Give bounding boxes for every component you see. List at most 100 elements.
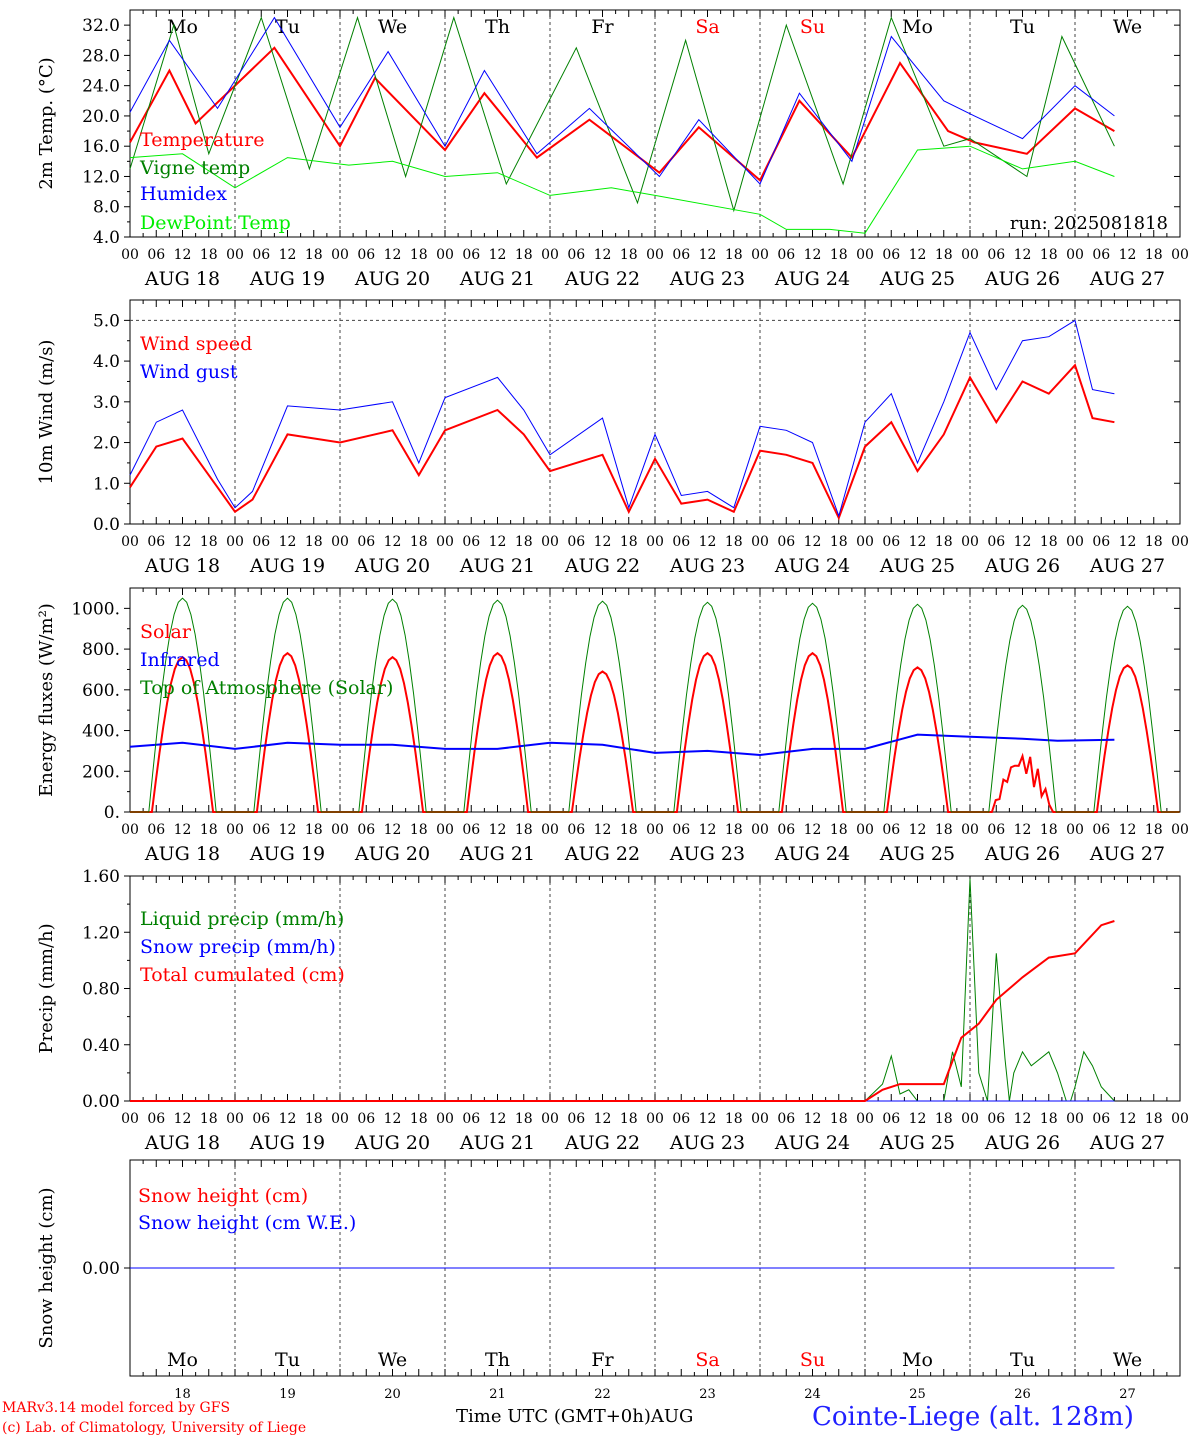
hour-tick-label: 18 — [515, 534, 533, 550]
hour-tick-label: 00 — [121, 1111, 139, 1127]
date-label: AUG 23 — [669, 555, 745, 577]
hour-tick-label: 06 — [462, 1111, 480, 1127]
date-label: AUG 22 — [564, 555, 640, 577]
hour-tick-label: 00 — [121, 247, 139, 263]
legend-entry: Solar — [140, 621, 192, 643]
date-label: AUG 21 — [459, 1132, 535, 1154]
day-name-label: Mo — [167, 16, 198, 38]
day-name-label: Mo — [902, 16, 933, 38]
hour-tick-label: 12 — [384, 247, 402, 263]
day-name-label: We — [1113, 1349, 1142, 1371]
day-name-label: Th — [485, 16, 510, 38]
hour-tick-label: 12 — [489, 822, 507, 838]
series-line-temp-2 — [129, 16, 1115, 185]
hour-tick-label: 18 — [620, 247, 638, 263]
date-label: AUG 26 — [984, 555, 1060, 577]
hour-tick-label: 12 — [489, 247, 507, 263]
series-line-temp-0 — [129, 46, 1115, 182]
hour-tick-label: 12 — [1014, 1111, 1032, 1127]
legend-entry: Humidex — [140, 183, 227, 205]
hour-tick-label: 06 — [672, 247, 690, 263]
date-label: AUG 20 — [354, 1132, 430, 1154]
hour-tick-label: 12 — [174, 822, 192, 838]
hour-tick-label: 06 — [882, 534, 900, 550]
hour-tick-label: 00 — [856, 822, 874, 838]
hour-tick-label: 18 — [935, 247, 953, 263]
day-number-label: 25 — [909, 1387, 926, 1402]
day-number-label: 22 — [594, 1387, 611, 1402]
day-name-label: Mo — [902, 1349, 933, 1371]
hour-tick-label: 06 — [882, 247, 900, 263]
hour-tick-label: 00 — [961, 1111, 979, 1127]
hour-tick-label: 06 — [252, 822, 270, 838]
hour-tick-label: 18 — [1145, 247, 1163, 263]
hour-tick-label: 06 — [567, 534, 585, 550]
y-axis-label-energy: Energy fluxes (W/m²) — [36, 603, 57, 797]
hour-tick-label: 12 — [1119, 822, 1137, 838]
hour-tick-label: 06 — [1092, 822, 1110, 838]
hour-tick-label: 18 — [1040, 1111, 1058, 1127]
hour-tick-label: 18 — [305, 822, 323, 838]
hour-tick-label: 18 — [410, 247, 428, 263]
y-tick-label: 0. — [104, 803, 120, 823]
date-label: AUG 23 — [669, 843, 745, 865]
hour-tick-label: 12 — [279, 1111, 297, 1127]
hour-tick-label: 00 — [541, 822, 559, 838]
hour-tick-label: 12 — [909, 247, 927, 263]
hour-tick-label: 18 — [620, 534, 638, 550]
y-tick-label: 0.40 — [82, 1036, 120, 1056]
date-label: AUG 23 — [669, 1132, 745, 1154]
hour-tick-label: 12 — [699, 1111, 717, 1127]
legend-entry: Total cumulated (cm) — [140, 964, 345, 986]
date-label: AUG 24 — [774, 268, 850, 290]
y-tick-label: 600. — [82, 681, 120, 701]
hour-tick-label: 12 — [384, 822, 402, 838]
hour-tick-label: 12 — [1014, 534, 1032, 550]
date-label: AUG 25 — [879, 1132, 955, 1154]
day-name-label: Tu — [1010, 16, 1035, 38]
hour-tick-label: 06 — [777, 1111, 795, 1127]
y-tick-label: 0.00 — [82, 1259, 120, 1279]
hour-tick-label: 06 — [567, 822, 585, 838]
hour-tick-label: 12 — [279, 534, 297, 550]
hour-tick-label: 18 — [725, 1111, 743, 1127]
hour-tick-label: 12 — [804, 247, 822, 263]
y-tick-label: 1.60 — [82, 867, 120, 887]
hour-tick-label: 06 — [987, 247, 1005, 263]
y-tick-label: 2.0 — [93, 434, 120, 454]
date-label: AUG 20 — [354, 268, 430, 290]
hour-tick-label: 12 — [1119, 247, 1137, 263]
legend-entry: Temperature — [140, 129, 264, 151]
hour-tick-label: 18 — [620, 1111, 638, 1127]
date-label: AUG 24 — [774, 1132, 850, 1154]
day-number-label: 23 — [699, 1387, 716, 1402]
day-name-label: Tu — [1010, 1349, 1035, 1371]
hour-tick-label: 18 — [200, 822, 218, 838]
hour-tick-label: 06 — [882, 822, 900, 838]
y-tick-label: 16.0 — [82, 137, 120, 157]
hour-tick-label: 06 — [252, 1111, 270, 1127]
hour-tick-label: 00 — [751, 1111, 769, 1127]
date-label: AUG 20 — [354, 555, 430, 577]
hour-tick-label: 12 — [384, 534, 402, 550]
hour-tick-label: 00 — [541, 1111, 559, 1127]
series-line-temp-3 — [129, 145, 1115, 234]
legend-entry: Wind gust — [140, 361, 238, 383]
hour-tick-label: 18 — [725, 247, 743, 263]
hour-tick-label: 18 — [200, 1111, 218, 1127]
date-label: AUG 23 — [669, 268, 745, 290]
series-line-precip-0 — [130, 878, 1115, 1102]
hour-tick-label: 12 — [174, 534, 192, 550]
date-label: AUG 27 — [1089, 555, 1165, 577]
hour-tick-label: 12 — [174, 247, 192, 263]
hour-tick-label: 18 — [1145, 822, 1163, 838]
date-label: AUG 18 — [144, 843, 220, 865]
day-name-label: Su — [800, 16, 825, 38]
lab-credit: (c) Lab. of Climatology, University of L… — [2, 1420, 307, 1436]
legend-entry: Snow height (cm W.E.) — [138, 1212, 356, 1234]
hour-tick-label: 12 — [279, 822, 297, 838]
hour-tick-label: 18 — [515, 1111, 533, 1127]
hour-tick-label: 06 — [1092, 534, 1110, 550]
hour-tick-label: 06 — [147, 534, 165, 550]
series-line-energy-2 — [130, 597, 1180, 813]
